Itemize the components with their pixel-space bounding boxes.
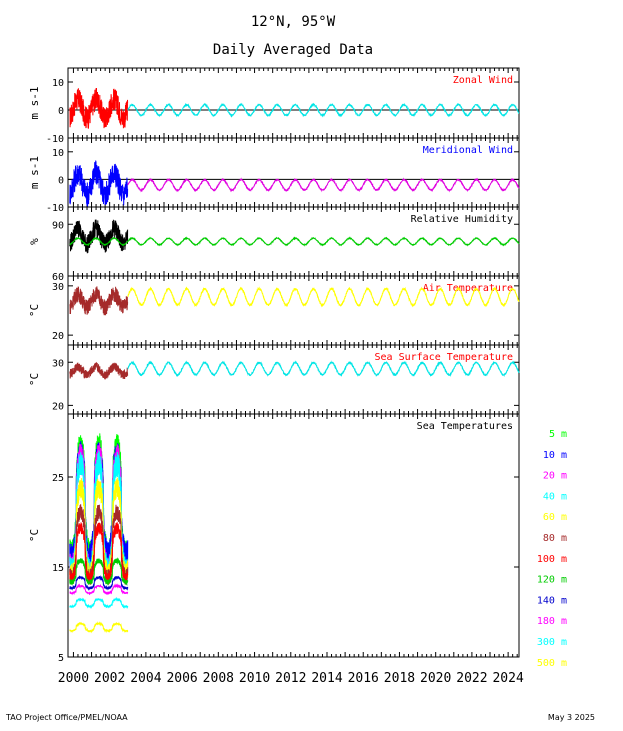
panel-air-temperature: 20 30 Air Temperature °C bbox=[28, 275, 520, 346]
y-axis-label: % bbox=[28, 238, 41, 245]
legend-item: 60 m bbox=[543, 512, 567, 523]
y-axis-label: m s-1 bbox=[28, 86, 41, 119]
y-tick-label: 0 bbox=[58, 106, 64, 117]
panel-relative-humidity: 60 90 Relative Humidity% bbox=[28, 206, 520, 283]
climatology-series-line bbox=[127, 360, 520, 378]
y-tick-label: 30 bbox=[52, 282, 64, 293]
legend-item: 140 m bbox=[537, 595, 567, 606]
climatology-series-line bbox=[127, 177, 520, 193]
chart-location: 12°N, 95°W bbox=[251, 14, 336, 30]
x-tick-label: 2002 bbox=[94, 671, 125, 686]
y-tick-label: 10 bbox=[52, 78, 64, 89]
panel-title: Air Temperature bbox=[423, 283, 513, 294]
depth-series-line-120m bbox=[69, 557, 129, 586]
depth-series-line-40m bbox=[69, 450, 129, 585]
observed-series-line bbox=[69, 160, 129, 207]
panel-sea-surface-temperature: 20 30 Sea Surface Temperature °C bbox=[28, 344, 520, 415]
x-tick-label: 2018 bbox=[384, 671, 415, 686]
legend-item: 80 m bbox=[543, 533, 567, 544]
panel-zonal-wind: -10 0 10 Zonal Wind m s-1 bbox=[28, 67, 520, 145]
legend-item: 120 m bbox=[537, 575, 567, 586]
depth-series-line-100m bbox=[69, 522, 129, 585]
x-tick-label: 2016 bbox=[348, 671, 379, 686]
y-axis-label: °C bbox=[28, 529, 41, 542]
legend-item: 5 m bbox=[549, 429, 567, 440]
depth-series-line-500m bbox=[69, 620, 129, 634]
x-tick-label: 2012 bbox=[275, 671, 306, 686]
y-tick-label: 10 bbox=[52, 148, 64, 159]
depth-series-line-300m bbox=[69, 596, 129, 609]
panel-meridional-wind: -10 0 10 Meridional Wind m s-1 bbox=[28, 137, 520, 214]
y-tick-label: -10 bbox=[46, 203, 64, 214]
legend-item: 40 m bbox=[543, 491, 567, 502]
footer-date: May 3 2025 bbox=[548, 713, 595, 722]
x-tick-label: 2024 bbox=[492, 671, 523, 686]
climatology-series-line bbox=[127, 102, 520, 118]
panel-frame bbox=[67, 67, 520, 139]
observed-series-line bbox=[69, 219, 129, 254]
legend-item: 300 m bbox=[537, 637, 567, 648]
x-tick-label: 2004 bbox=[130, 671, 161, 686]
y-tick-label: 30 bbox=[52, 358, 64, 369]
x-tick-label: 2022 bbox=[456, 671, 487, 686]
legend-item: 100 m bbox=[537, 554, 567, 565]
legend-item: 20 m bbox=[543, 471, 567, 482]
panel-frame bbox=[67, 413, 520, 658]
panel-title: Meridional Wind bbox=[423, 145, 513, 156]
y-tick-label: 90 bbox=[52, 220, 64, 231]
legend-item: 180 m bbox=[537, 616, 567, 627]
depth-series-line-80m bbox=[69, 504, 129, 585]
footer-credit: TAO Project Office/PMEL/NOAA bbox=[5, 713, 128, 722]
panel-title: Sea Temperatures bbox=[417, 421, 513, 432]
y-tick-label: 0 bbox=[58, 175, 64, 186]
y-tick-label: 5 bbox=[58, 653, 64, 664]
panel-sea-temperatures: 5 15 25 Sea Temperatures °C bbox=[28, 413, 520, 664]
y-axis-label: °C bbox=[28, 304, 41, 317]
panel-title: Relative Humidity bbox=[411, 214, 513, 225]
panels-group: -10 0 10 Zonal Wind m s-1 -10 0 10 Meridional Wi… bbox=[28, 67, 520, 664]
y-tick-label: 15 bbox=[52, 563, 64, 574]
panel-title: Sea Surface Temperature bbox=[375, 352, 513, 363]
x-axis: 2000 2002 2004 2006 2008 2010 2012 2014 2016 2018… bbox=[58, 671, 524, 686]
observed-series-line bbox=[69, 361, 129, 380]
x-tick-label: 2014 bbox=[311, 671, 342, 686]
climatology-series-line bbox=[127, 285, 520, 308]
y-tick-label: 20 bbox=[52, 401, 64, 412]
x-tick-label: 2010 bbox=[239, 671, 270, 686]
y-axis-label: °C bbox=[28, 373, 41, 386]
y-tick-label: 20 bbox=[52, 331, 64, 342]
panel-title: Zonal Wind bbox=[453, 75, 513, 86]
x-tick-label: 2000 bbox=[58, 671, 89, 686]
x-tick-label: 2006 bbox=[166, 671, 197, 686]
chart-title: Daily Averaged Data bbox=[213, 42, 373, 58]
y-tick-label: 60 bbox=[52, 272, 64, 283]
legend-item: 500 m bbox=[537, 658, 567, 669]
depth-series-line-140m bbox=[69, 575, 129, 591]
depth-series-line-60m bbox=[69, 477, 129, 585]
x-tick-label: 2020 bbox=[420, 671, 451, 686]
y-tick-label: 25 bbox=[52, 473, 64, 484]
observed-series-line bbox=[69, 87, 129, 130]
x-tick-label: 2008 bbox=[203, 671, 234, 686]
y-axis-label: m s-1 bbox=[28, 156, 41, 189]
observed-series-line bbox=[69, 286, 129, 316]
y-tick-label: -10 bbox=[46, 134, 64, 145]
legend: 5 m 10 m 20 m 40 m 60 m 80 m 100 m 120 m 140 m 18… bbox=[537, 429, 567, 669]
depth-series-line-180m bbox=[69, 583, 129, 596]
legend-item: 10 m bbox=[543, 450, 567, 461]
climatology-series-line bbox=[69, 236, 520, 247]
